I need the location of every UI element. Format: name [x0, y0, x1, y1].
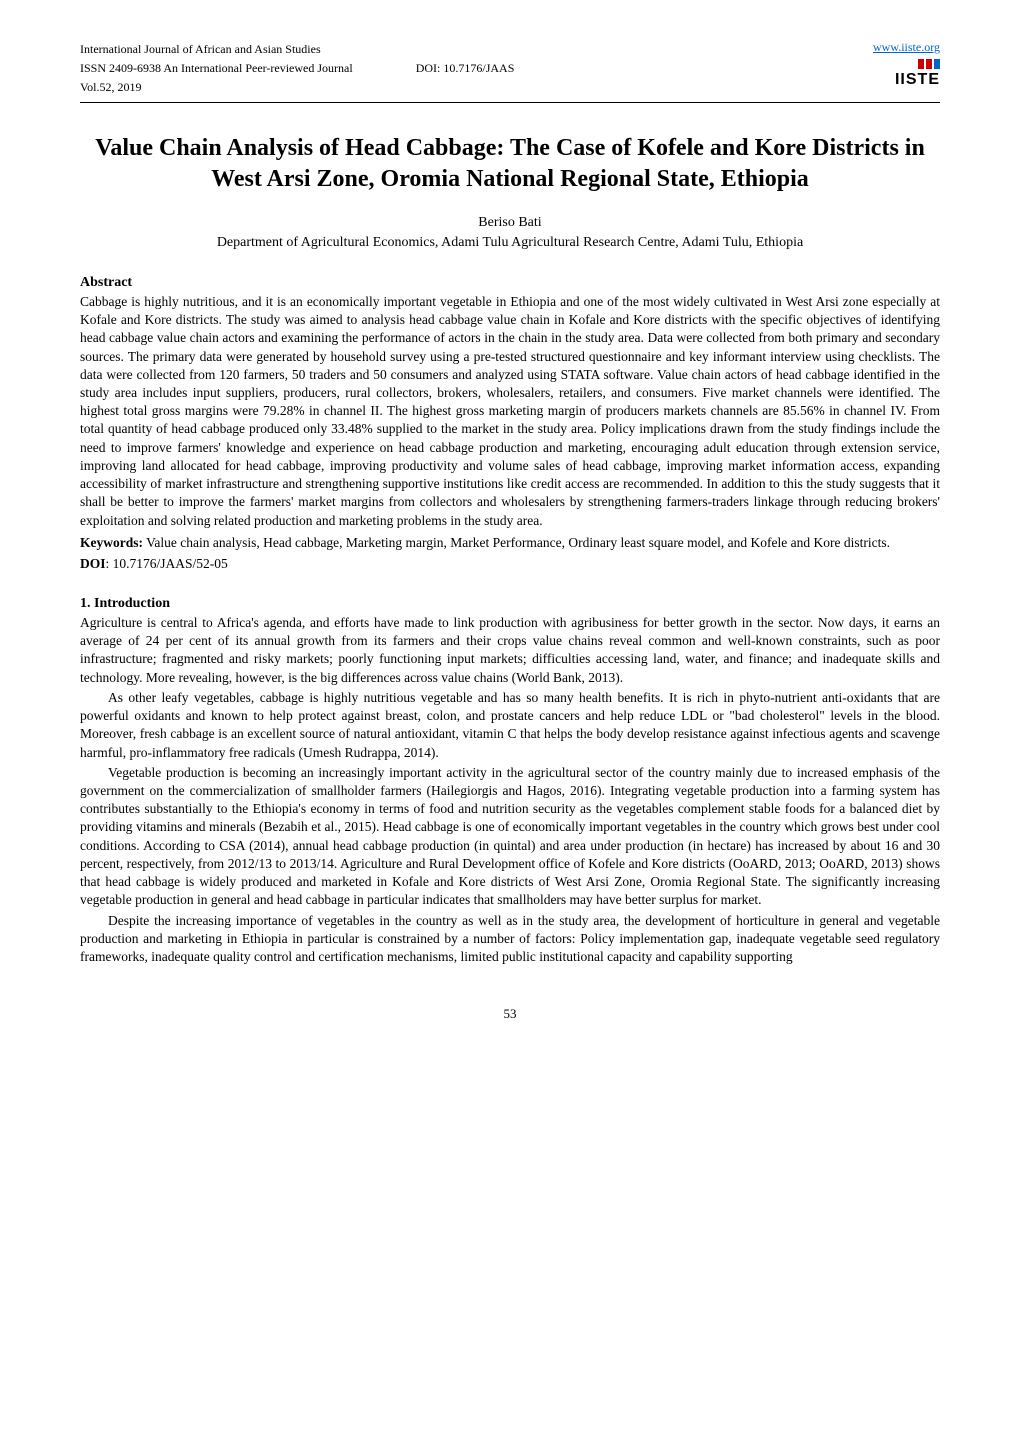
- doi-label: DOI: [80, 556, 106, 571]
- iiste-logo-text: IISTE: [895, 71, 940, 89]
- issn-doi-line: ISSN 2409-6938 An International Peer-rev…: [80, 59, 514, 78]
- introduction-heading: 1. Introduction: [80, 596, 940, 612]
- logo-bars-icon: [918, 59, 940, 69]
- website-link[interactable]: www.iiste.org: [873, 40, 940, 55]
- intro-paragraph-3: Vegetable production is becoming an incr…: [80, 764, 940, 910]
- intro-paragraph-4: Despite the increasing importance of veg…: [80, 912, 940, 967]
- author-name: Beriso Bati: [80, 215, 940, 231]
- keywords-label: Keywords:: [80, 535, 143, 550]
- intro-paragraph-1: Agriculture is central to Africa's agend…: [80, 614, 940, 687]
- paper-title: Value Chain Analysis of Head Cabbage: Th…: [80, 133, 940, 195]
- page-number: 53: [80, 1006, 940, 1022]
- issn-text: ISSN 2409-6938 An International Peer-rev…: [80, 61, 353, 75]
- bar-red-icon: [918, 59, 924, 69]
- doi-header: DOI: 10.7176/JAAS: [416, 61, 515, 75]
- author-affiliation: Department of Agricultural Economics, Ad…: [80, 235, 940, 251]
- volume-line: Vol.52, 2019: [80, 78, 514, 97]
- abstract-text: Cabbage is highly nutritious, and it is …: [80, 293, 940, 530]
- doi-line: DOI: 10.7176/JAAS/52-05: [80, 556, 940, 572]
- intro-paragraph-2: As other leafy vegetables, cabbage is hi…: [80, 689, 940, 762]
- journal-name: International Journal of African and Asi…: [80, 40, 514, 59]
- page-header: International Journal of African and Asi…: [80, 40, 940, 103]
- header-right: www.iiste.org IISTE: [873, 40, 940, 89]
- bar-red-icon: [926, 59, 932, 69]
- abstract-heading: Abstract: [80, 275, 940, 291]
- header-left: International Journal of African and Asi…: [80, 40, 514, 98]
- keywords-text: Value chain analysis, Head cabbage, Mark…: [143, 535, 890, 550]
- doi-text: : 10.7176/JAAS/52-05: [106, 556, 228, 571]
- bar-blue-icon: [934, 59, 940, 69]
- keywords-line: Keywords: Value chain analysis, Head cab…: [80, 534, 940, 552]
